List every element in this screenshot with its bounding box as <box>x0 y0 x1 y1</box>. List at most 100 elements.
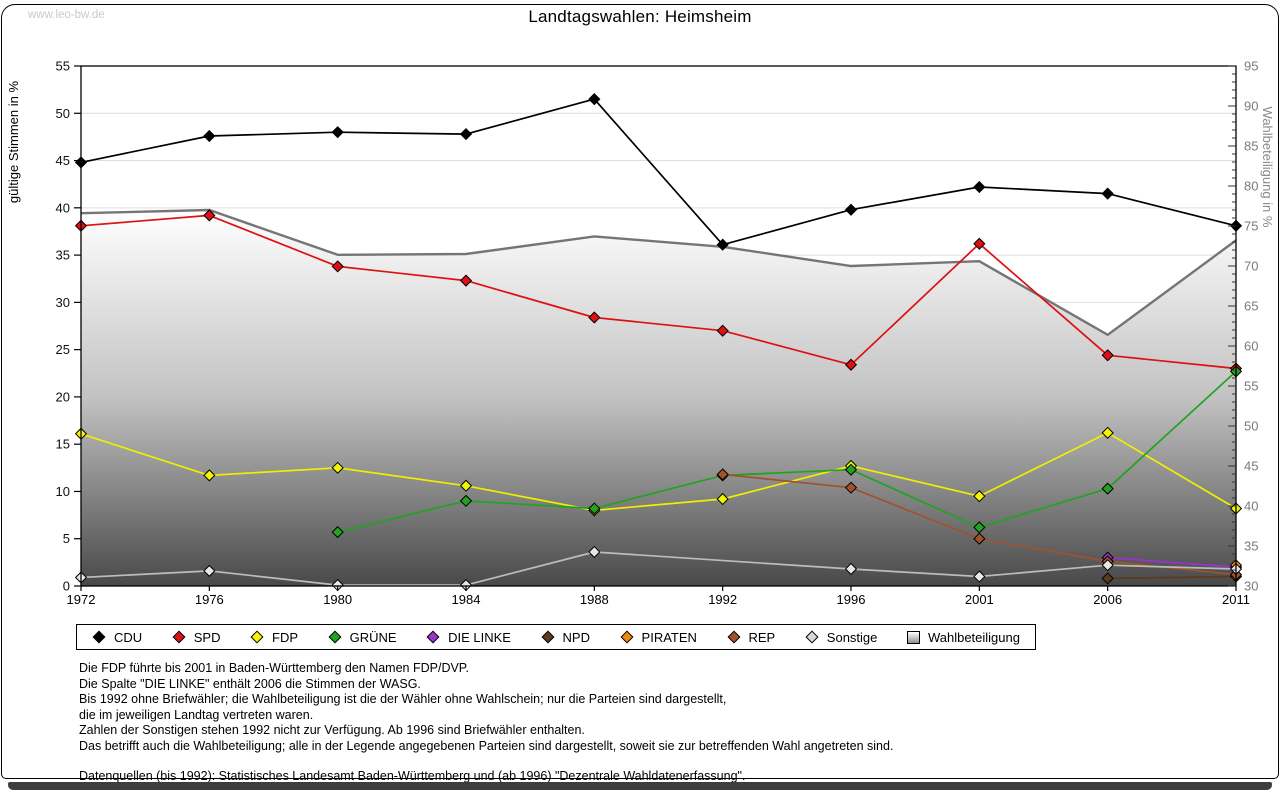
marker-FDP-2001 <box>973 490 986 503</box>
footnote-line: Bis 1992 ohne Briefwähler; die Wahlbetei… <box>79 692 727 706</box>
legend-label: Sonstige <box>826 629 878 645</box>
marker-FDP-1984 <box>459 479 473 492</box>
fdp-diamond-icon <box>250 630 264 644</box>
legend-label: CDU <box>114 629 143 645</box>
series-line-SPD <box>80 214 1237 370</box>
legend: CDU SPD FDP GRÜNE DIE LINKE NPD PIRATEN REP Sons… <box>76 624 1036 650</box>
svg-text:1976: 1976 <box>195 592 224 607</box>
legend-label: GRÜNE <box>349 629 397 645</box>
marker-REP-1992 <box>716 468 729 481</box>
svg-text:80: 80 <box>1244 179 1258 194</box>
marker-SPD-2006 <box>1101 349 1114 362</box>
series-line-CDU <box>80 98 1237 246</box>
page-title: Landtagswahlen: Heimsheim <box>528 7 752 26</box>
page-frame: www.leo-bw.de Landtagswahlen: Heimsheim … <box>1 4 1279 783</box>
svg-text:0: 0 <box>63 579 70 594</box>
cdu-diamond-icon <box>92 630 106 644</box>
die-linke-diamond-icon <box>426 630 440 644</box>
legend-label: NPD <box>562 629 590 645</box>
svg-text:90: 90 <box>1244 99 1258 114</box>
legend-item-grüne: GRÜNE <box>328 630 397 645</box>
marker-GRÜNE-1988 <box>588 502 601 515</box>
legend-label: REP <box>748 629 776 645</box>
svg-text:70: 70 <box>1244 259 1258 274</box>
bottom-shadow-bar <box>8 782 1272 790</box>
legend-item-spd: SPD <box>172 630 220 645</box>
marker-CDU-2006 <box>1101 187 1114 200</box>
svg-text:45: 45 <box>56 153 70 168</box>
legend-label: FDP <box>272 629 299 645</box>
marker-REP-2001 <box>973 532 986 545</box>
svg-text:15: 15 <box>56 437 70 452</box>
footnotes: Die FDP führte bis 2001 in Baden-Württem… <box>79 661 893 785</box>
source-line: Datenquellen (bis 1992): Statistisches L… <box>79 769 746 783</box>
svg-text:50: 50 <box>1244 419 1258 434</box>
footnote-line: Die Spalte "DIE LINKE" enthält 2006 die … <box>79 676 421 691</box>
svg-text:1984: 1984 <box>452 592 481 607</box>
marker-SPD-1984 <box>459 274 473 287</box>
svg-text:1988: 1988 <box>580 592 609 607</box>
legend-item-die-linke: DIE LINKE <box>426 630 511 645</box>
legend-label: DIE LINKE <box>448 629 511 645</box>
watermark: www.leo-bw.de <box>28 9 105 21</box>
svg-text:45: 45 <box>1244 459 1258 474</box>
svg-text:25: 25 <box>56 342 70 357</box>
marker-FDP-1980 <box>331 461 344 474</box>
legend-item-wahlbeteiligung: Wahlbeteiligung <box>906 629 1020 645</box>
svg-text:50: 50 <box>56 106 70 121</box>
marker-GRÜNE-1984 <box>459 494 473 508</box>
marker-CDU-1992 <box>716 238 729 251</box>
marker-FDP-1976 <box>203 469 216 482</box>
marker-Sonstige-1996 <box>844 562 858 576</box>
marker-SPD-1996 <box>844 358 858 371</box>
marker-Sonstige-2006 <box>1101 559 1114 572</box>
svg-text:35: 35 <box>56 248 70 263</box>
marker-REP-1996 <box>844 481 858 494</box>
legend-item-piraten: PIRATEN <box>620 630 697 645</box>
svg-text:20: 20 <box>56 389 70 404</box>
svg-text:5: 5 <box>63 531 70 546</box>
marker-FDP-1992 <box>716 492 729 506</box>
marker-GRÜNE-2006 <box>1101 482 1114 495</box>
turnout-line <box>80 208 1237 337</box>
svg-text:10: 10 <box>56 484 70 499</box>
legend-item-rep: REP <box>726 629 776 645</box>
footnote-line: Das betrifft auch die Wahlbeteiligung; a… <box>79 738 894 753</box>
series-line-GRÜNE <box>337 370 1237 533</box>
series-line-FDP <box>80 431 1237 512</box>
marker-CDU-2001 <box>973 180 986 194</box>
grüne-diamond-icon <box>328 630 342 644</box>
turnout-swatch-icon <box>906 630 920 644</box>
footnote-line: Zahlen der Sonstigen stehen 1992 nicht z… <box>79 723 585 737</box>
marker-CDU-1980 <box>331 126 344 139</box>
svg-text:75: 75 <box>1244 219 1258 234</box>
svg-text:2011: 2011 <box>1222 592 1250 607</box>
piraten-diamond-icon <box>620 630 634 644</box>
svg-text:40: 40 <box>56 200 70 215</box>
svg-text:1996: 1996 <box>837 592 866 607</box>
svg-text:2001: 2001 <box>965 592 994 607</box>
marker-NPD-2006 <box>1101 572 1114 585</box>
svg-text:1972: 1972 <box>67 592 96 607</box>
svg-text:35: 35 <box>1244 539 1258 554</box>
marker-CDU-1976 <box>203 129 216 143</box>
marker-SPD-1988 <box>588 311 601 324</box>
marker-SPD-2001 <box>973 237 986 250</box>
marker-Sonstige-1988 <box>588 545 601 559</box>
svg-text:30: 30 <box>1244 579 1258 594</box>
legend-item-fdp: FDP <box>250 630 298 645</box>
legend-label: PIRATEN <box>641 629 697 645</box>
svg-text:1992: 1992 <box>708 592 737 607</box>
marker-FDP-2006 <box>1101 426 1114 439</box>
legend-item-npd: NPD <box>541 630 590 645</box>
legend-item-cdu: CDU <box>92 630 142 645</box>
rep-diamond-icon <box>726 630 741 644</box>
svg-text:30: 30 <box>56 295 70 310</box>
marker-SPD-1976 <box>203 209 216 222</box>
svg-text:95: 95 <box>1244 59 1258 74</box>
series-line-NPD <box>1107 575 1237 580</box>
svg-text:1980: 1980 <box>323 592 352 607</box>
marker-Sonstige-2001 <box>973 570 986 583</box>
marker-GRÜNE-1996 <box>844 463 858 476</box>
legend-label: Wahlbeteiligung <box>927 629 1020 645</box>
